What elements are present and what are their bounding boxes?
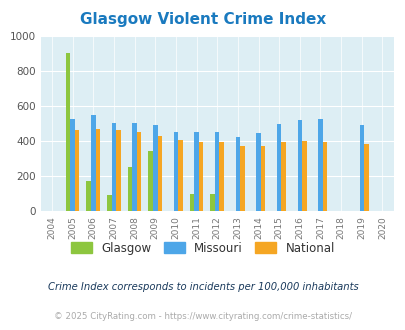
Bar [75, 130, 79, 211]
Bar [363, 144, 368, 211]
Bar [91, 115, 95, 211]
Bar [132, 123, 136, 211]
Text: Crime Index corresponds to incidents per 100,000 inhabitants: Crime Index corresponds to incidents per… [47, 282, 358, 292]
Bar [189, 194, 194, 211]
Bar [157, 136, 162, 211]
Bar [214, 132, 219, 211]
Bar [210, 194, 214, 211]
Bar [219, 142, 224, 211]
Bar [194, 132, 198, 211]
Bar [136, 132, 141, 211]
Bar [116, 130, 120, 211]
Bar [173, 132, 178, 211]
Legend: Glasgow, Missouri, National: Glasgow, Missouri, National [66, 237, 339, 259]
Bar [95, 129, 100, 211]
Bar [86, 181, 91, 211]
Bar [276, 124, 281, 211]
Bar [322, 142, 326, 211]
Bar [153, 125, 157, 211]
Bar [148, 151, 153, 211]
Bar [260, 146, 265, 211]
Text: © 2025 CityRating.com - https://www.cityrating.com/crime-statistics/: © 2025 CityRating.com - https://www.city… [54, 312, 351, 321]
Bar [128, 168, 132, 211]
Bar [281, 142, 285, 211]
Bar [256, 133, 260, 211]
Bar [107, 195, 111, 211]
Bar [297, 120, 301, 211]
Bar [239, 147, 244, 211]
Bar [66, 53, 70, 211]
Bar [318, 119, 322, 211]
Bar [359, 125, 363, 211]
Bar [70, 118, 75, 211]
Bar [235, 137, 239, 211]
Text: Glasgow Violent Crime Index: Glasgow Violent Crime Index [80, 12, 325, 27]
Bar [301, 141, 306, 211]
Bar [111, 123, 116, 211]
Bar [178, 140, 182, 211]
Bar [198, 142, 203, 211]
